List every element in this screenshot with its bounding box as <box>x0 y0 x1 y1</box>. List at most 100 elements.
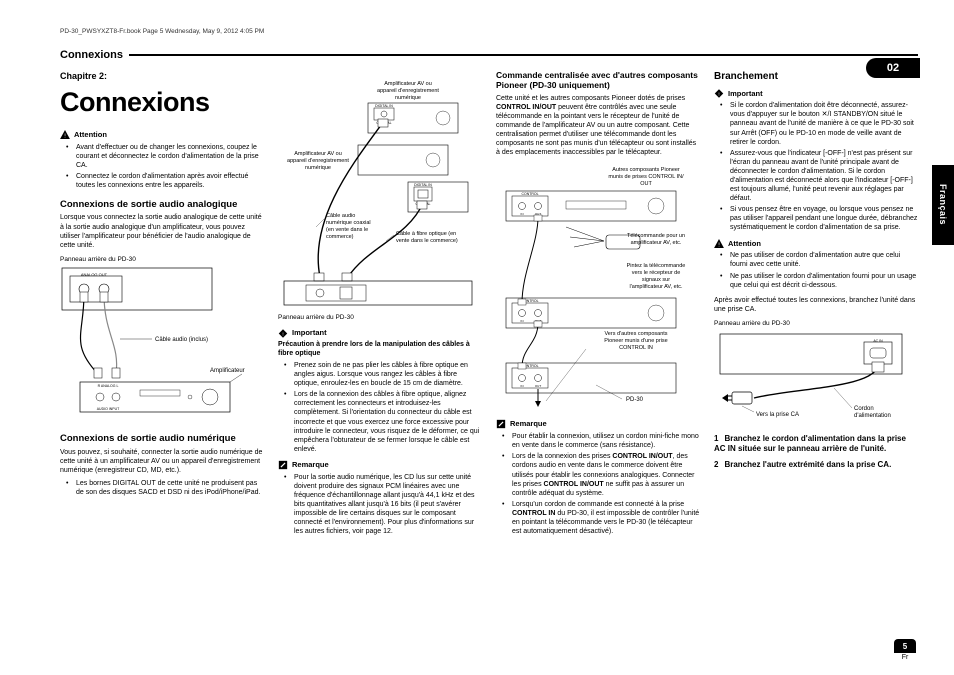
svg-text:amplificateur AV, etc.: amplificateur AV, etc. <box>631 240 682 246</box>
svg-text:!: ! <box>718 91 719 96</box>
warning-triangle-icon: ! <box>60 130 70 139</box>
svg-text:OUT: OUT <box>640 181 652 187</box>
note-pencil-icon <box>496 419 506 429</box>
svg-text:DIGITAL IN: DIGITAL IN <box>375 104 393 108</box>
svg-text:IN: IN <box>521 384 524 388</box>
svg-text:IN: IN <box>521 212 524 216</box>
section-title: Connexions <box>60 49 123 61</box>
column-4: Branchement ! Important Si le cordon d'a… <box>714 71 918 631</box>
list-item: Pour établir la connexion, utilisez un c… <box>506 432 700 450</box>
manual-page: PD-30_PWSYXZT8-Fr.book Page 5 Wednesday,… <box>0 0 954 675</box>
page-footer: 5 Fr <box>894 639 916 661</box>
important-diamond-icon: ! <box>714 89 724 98</box>
svg-text:(en vente dans le: (en vente dans le <box>326 227 368 233</box>
paragraph: Cette unité et les autres composants Pio… <box>496 94 700 158</box>
list-item: Avant d'effectuer ou de changer les conn… <box>70 143 264 170</box>
pd30-label: PD-30 <box>626 397 644 403</box>
important-heading: ! Important <box>714 89 918 99</box>
important-label: Important <box>728 89 763 99</box>
note-pencil-icon <box>278 460 288 470</box>
content-columns: Chapitre 2: Connexions ! Attention Avant… <box>60 71 918 631</box>
paragraph: Lorsque vous connectez la sortie audio a… <box>60 213 264 249</box>
section-header-bar: Connexions <box>60 49 918 61</box>
diagram-svg: ANALOG OUT Câble audio (inclus) R ANALOG… <box>60 264 255 424</box>
remarque-label: Remarque <box>510 419 547 429</box>
svg-text:d'alimentation: d'alimentation <box>854 413 891 419</box>
step-text: Branchez l'autre extrémité dans la prise… <box>724 460 891 469</box>
svg-text:Vers la prise CA: Vers la prise CA <box>756 412 799 418</box>
list-item: Prenez soin de ne pas plier les câbles à… <box>288 361 482 388</box>
diagram-svg: Amplificateur AV ou appareil d'enregistr… <box>278 77 478 312</box>
svg-text:l'amplificateur AV, etc.: l'amplificateur AV, etc. <box>629 284 682 290</box>
svg-text:appareil d'enregistrement: appareil d'enregistrement <box>287 158 349 164</box>
svg-text:OUT: OUT <box>535 384 542 388</box>
language-tab: Français <box>932 165 954 245</box>
header-rule <box>129 54 918 55</box>
list-item: Ne pas utiliser le cordon d'alimentation… <box>724 272 918 290</box>
column-3: Commande centralisée avec d'autres compo… <box>496 71 700 631</box>
svg-text:numérique coaxial: numérique coaxial <box>326 220 371 226</box>
remarque-heading: Remarque <box>496 419 700 429</box>
control-connection-diagram: Autres composants Pioneer munis de prise… <box>496 163 700 413</box>
analog-connection-diagram: Panneau arrière du PD-30 ANALOG OUT Câb <box>60 256 264 424</box>
svg-text:signaux sur: signaux sur <box>642 277 670 283</box>
section-heading-control: Commande centralisée avec d'autres compo… <box>496 71 700 91</box>
chapter-title: Connexions <box>60 85 264 120</box>
svg-text:Pioneer munis d'une prise: Pioneer munis d'une prise <box>604 338 667 344</box>
important-list: Si le cordon d'alimentation doit être dé… <box>714 101 918 232</box>
list-item: Lorsqu'un cordon de commande est connect… <box>506 500 700 536</box>
attention-heading: ! Attention <box>60 130 264 140</box>
svg-text:Câble audio: Câble audio <box>326 213 355 219</box>
page-language: Fr <box>894 654 916 661</box>
remarque-label: Remarque <box>292 460 329 470</box>
svg-text:!: ! <box>282 331 283 336</box>
svg-text:AC IN: AC IN <box>873 339 883 343</box>
svg-text:Pintez la télécommande: Pintez la télécommande <box>627 263 686 269</box>
svg-text:IN: IN <box>521 319 524 323</box>
step-2: 2Branchez l'autre extrémité dans la pris… <box>714 460 918 470</box>
remarque-list: Pour établir la connexion, utilisez un c… <box>496 432 700 536</box>
svg-text:Câble à fibre optique (en: Câble à fibre optique (en <box>396 231 456 237</box>
attention-list: Avant d'effectuer ou de changer les conn… <box>60 143 264 190</box>
attention-list: Ne pas utiliser de cordon d'alimentation… <box>714 251 918 289</box>
diagram-svg: Autres composants Pioneer munis de prise… <box>496 163 696 413</box>
amplifier-label: Amplificateur <box>210 368 245 374</box>
svg-text:CONTROL IN: CONTROL IN <box>619 345 653 351</box>
list-item: Pour la sortie audio numérique, les CD l… <box>288 473 482 537</box>
svg-text:munis de prises CONTROL IN/: munis de prises CONTROL IN/ <box>608 174 684 180</box>
diagram-svg: AC IN Vers la prise CA Cordon d'alimenta… <box>714 328 909 428</box>
svg-text:appareil d'enregistrement: appareil d'enregistrement <box>377 88 439 94</box>
list-item: Assurez-vous que l'indicateur [-OFF-] n'… <box>724 149 918 204</box>
digital-note-list: Les bornes DIGITAL OUT de cette unité ne… <box>60 479 264 497</box>
svg-text:numérique: numérique <box>305 165 331 171</box>
chapter-label: Chapitre 2: <box>60 71 264 83</box>
page-number: 5 <box>894 639 916 653</box>
important-diamond-icon: ! <box>278 329 288 338</box>
svg-text:Cordon: Cordon <box>854 406 874 412</box>
list-item: Si le cordon d'alimentation doit être dé… <box>724 101 918 146</box>
diagram-caption: Panneau arrière du PD-30 <box>714 320 918 328</box>
important-label: Important <box>292 328 327 338</box>
section-heading-analog: Connexions de sortie audio analogique <box>60 200 264 210</box>
svg-text:AUDIO INPUT: AUDIO INPUT <box>97 407 120 411</box>
step-text: Branchez le cordon d'alimentation dans l… <box>714 434 906 453</box>
svg-text:vers le récepteur de: vers le récepteur de <box>632 270 681 276</box>
list-item: Ne pas utiliser de cordon d'alimentation… <box>724 251 918 269</box>
column-2: Amplificateur AV ou appareil d'enregistr… <box>278 71 482 631</box>
book-header-line: PD-30_PWSYXZT8-Fr.book Page 5 Wednesday,… <box>60 28 918 35</box>
svg-text:CONTROL: CONTROL <box>521 192 538 196</box>
attention-heading: ! Attention <box>714 239 918 249</box>
step-1: 1Branchez le cordon d'alimentation dans … <box>714 434 918 454</box>
svg-text:vente dans le commerce): vente dans le commerce) <box>396 238 458 244</box>
list-item: Les bornes DIGITAL OUT de cette unité ne… <box>70 479 264 497</box>
chapter-number-badge: 02 <box>866 58 920 78</box>
svg-text:Télécommande pour un: Télécommande pour un <box>627 233 685 239</box>
svg-text:Amplificateur AV ou: Amplificateur AV ou <box>294 151 342 157</box>
attention-label: Attention <box>74 130 107 140</box>
paragraph: Après avoir effectué toutes les connexio… <box>714 296 918 314</box>
precaution-subhead: Précaution à prendre lors de la manipula… <box>278 341 482 358</box>
power-connection-diagram: Panneau arrière du PD-30 AC IN Vers la p… <box>714 320 918 428</box>
important-list: Prenez soin de ne pas plier les câbles à… <box>278 361 482 454</box>
svg-text:ANALOG OUT: ANALOG OUT <box>81 272 108 277</box>
svg-text:numérique: numérique <box>395 95 421 101</box>
